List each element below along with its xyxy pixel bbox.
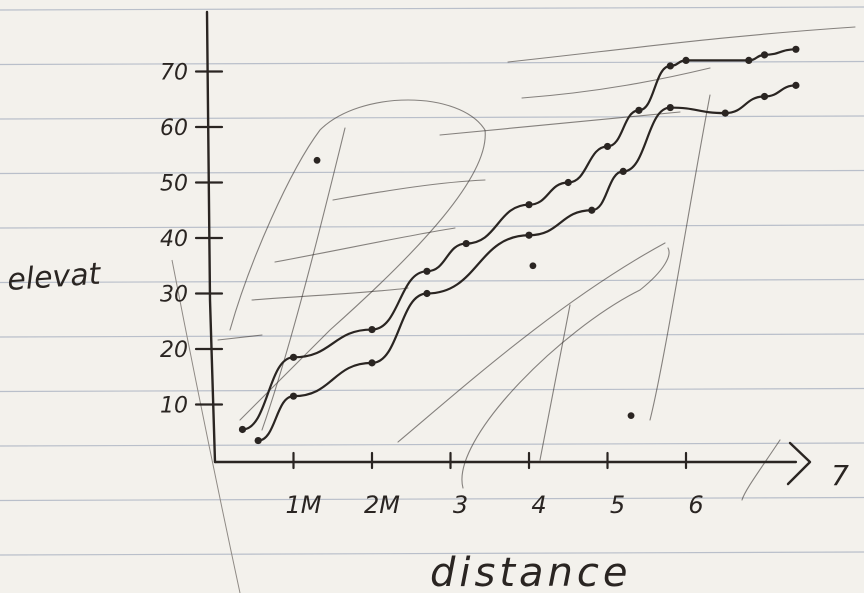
- guide-stroke: [274, 227, 456, 263]
- series-line-1: [241, 48, 797, 431]
- guide-stroke: [741, 439, 781, 501]
- x-tick-label: 1M: [286, 491, 322, 519]
- guide-stroke: [217, 334, 263, 341]
- data-point: [289, 392, 298, 400]
- y-axis-line: [205, 10, 217, 464]
- x-tick-label: 3: [453, 491, 468, 519]
- guide-stroke: [539, 304, 571, 461]
- data-point: [792, 81, 800, 89]
- data-point: [368, 325, 376, 334]
- data-point: [423, 267, 431, 275]
- data-point: [666, 62, 674, 70]
- scatter-point: [627, 412, 635, 419]
- rule-line: [0, 60, 864, 66]
- data-point: [423, 289, 431, 298]
- data-point: [289, 353, 298, 361]
- data-point: [721, 109, 729, 117]
- data-point: [666, 103, 674, 112]
- faint-guide-lines: [217, 26, 856, 501]
- rule-line: [0, 551, 864, 556]
- y-axis-label: elevat: [6, 256, 103, 297]
- rule-line: [0, 333, 864, 338]
- axes: [194, 10, 812, 486]
- data-point: [238, 425, 247, 434]
- data-point: [792, 45, 800, 53]
- data-point: [635, 106, 643, 114]
- rule-line: [0, 115, 864, 120]
- y-tick-label: 10: [160, 394, 188, 419]
- data-point: [368, 359, 376, 367]
- tick-labels: 10 20 30 40 50 60 70 1M 2M 3 4 5 6 7: [160, 61, 849, 520]
- series-line-2: [257, 84, 797, 442]
- data-point: [462, 239, 470, 248]
- guide-stroke: [332, 179, 486, 201]
- series-layer: [238, 45, 800, 445]
- guide-stroke: [397, 242, 666, 443]
- rule-line: [0, 6, 864, 11]
- data-point: [603, 142, 612, 151]
- guide-stroke: [649, 94, 711, 421]
- data-point: [525, 201, 533, 209]
- rule-line: [0, 496, 864, 502]
- data-point: [564, 178, 572, 187]
- x-tick-label: 2M: [364, 491, 400, 519]
- data-point: [254, 436, 262, 445]
- guide-stroke: [521, 67, 711, 99]
- guide-stroke: [507, 26, 856, 63]
- rule-line: [0, 169, 864, 175]
- data-point: [588, 206, 596, 214]
- y-tick-label: 60: [160, 116, 188, 141]
- x-tick-label: 5: [610, 491, 625, 519]
- rule-line: [0, 278, 864, 284]
- guide-stroke: [229, 99, 486, 421]
- data-point: [525, 231, 533, 239]
- y-tick-label: 30: [160, 283, 188, 308]
- x-axis-end-label: 7: [831, 459, 849, 492]
- scatter-point: [313, 156, 321, 164]
- data-point: [745, 56, 753, 64]
- y-tick-label: 40: [160, 227, 188, 252]
- x-axis-arrowhead: [786, 441, 812, 486]
- data-point: [760, 92, 769, 101]
- rule-line: [0, 442, 864, 447]
- guide-stroke: [261, 127, 346, 431]
- scatter-point: [529, 262, 537, 270]
- x-axis-label: distance: [430, 550, 632, 593]
- data-point: [682, 56, 690, 64]
- y-tick-label: 70: [160, 61, 188, 86]
- data-point: [760, 51, 769, 59]
- guide-stroke: [461, 247, 670, 489]
- rule-line: [0, 387, 864, 393]
- guide-stroke: [439, 111, 681, 136]
- rule-line: [0, 224, 864, 229]
- y-tick-label: 50: [160, 172, 188, 197]
- guide-stroke: [251, 287, 409, 301]
- y-tick-label: 20: [160, 338, 188, 363]
- x-tick-label: 4: [531, 491, 546, 519]
- x-tick-label: 6: [688, 491, 703, 519]
- data-point: [619, 167, 627, 175]
- margin-line: [171, 259, 241, 593]
